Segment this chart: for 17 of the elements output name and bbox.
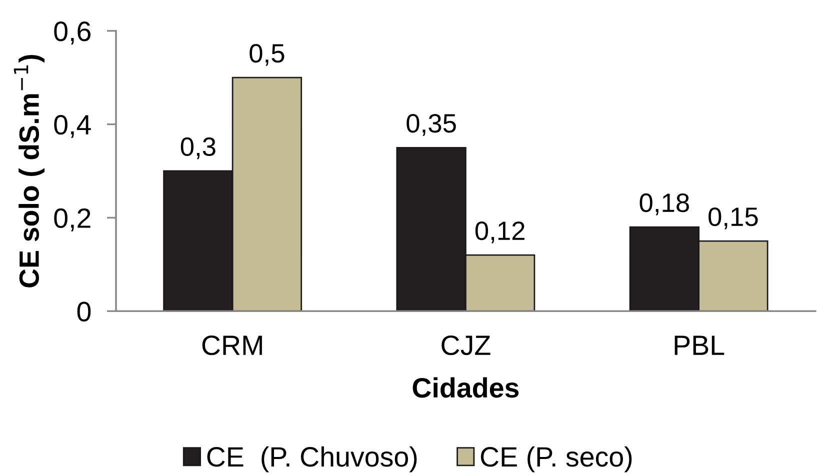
legend-label: CE (P. Chuvoso): [207, 446, 417, 472]
data-label: 0,35: [406, 114, 456, 136]
data-label: 0,12: [475, 221, 524, 244]
legend-label: CE (P. seco): [480, 446, 632, 472]
data-label: 0,5: [250, 44, 284, 66]
x-tick-label: PBL: [674, 336, 724, 355]
y-tick-label: 0,6: [54, 22, 90, 44]
y-tick-label: 0: [77, 302, 91, 322]
data-label: 0,15: [708, 207, 758, 230]
x-tick-label: CRM: [202, 335, 262, 356]
x-tick-label: CJZ: [442, 335, 490, 356]
y-tick-label: 0,2: [54, 208, 90, 232]
x-axis-title: Cidades: [412, 377, 519, 398]
y-axis-title: CE solo ( dS.m$^{−1}$): [14, 54, 45, 288]
data-label: 0,18: [640, 193, 689, 216]
data-label: 0,3: [180, 137, 216, 160]
y-tick-label: 0,4: [54, 114, 91, 138]
